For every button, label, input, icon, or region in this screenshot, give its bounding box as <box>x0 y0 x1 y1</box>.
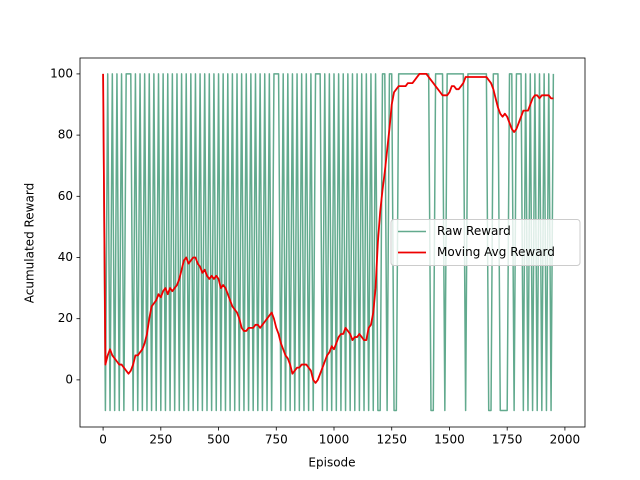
y-tick-label: 40 <box>58 250 73 264</box>
y-axis-label: Acumulated Reward <box>23 183 37 303</box>
x-tick-label: 750 <box>265 433 288 447</box>
legend-label: Moving Avg Reward <box>437 245 555 259</box>
x-tick-label: 500 <box>207 433 230 447</box>
plot-frame <box>79 57 586 428</box>
x-tick-label: 0 <box>99 433 107 447</box>
y-tick-label: 0 <box>65 372 73 386</box>
series-line <box>102 73 555 412</box>
x-tick-label: 250 <box>149 433 172 447</box>
x-tick-label: 1750 <box>492 433 523 447</box>
y-tick-label: 60 <box>58 189 73 203</box>
legend-label: Raw Reward <box>437 224 511 238</box>
x-tick-label: 1000 <box>319 433 350 447</box>
x-axis-label: Episode <box>308 456 355 470</box>
legend-box <box>390 219 581 266</box>
y-tick-label: 20 <box>58 311 73 325</box>
x-tick-label: 2000 <box>550 433 581 447</box>
y-tick-label: 80 <box>58 128 73 142</box>
x-tick-label: 1250 <box>376 433 407 447</box>
series-line <box>102 73 554 384</box>
y-tick-label: 100 <box>50 66 73 80</box>
x-tick-label: 1500 <box>434 433 465 447</box>
